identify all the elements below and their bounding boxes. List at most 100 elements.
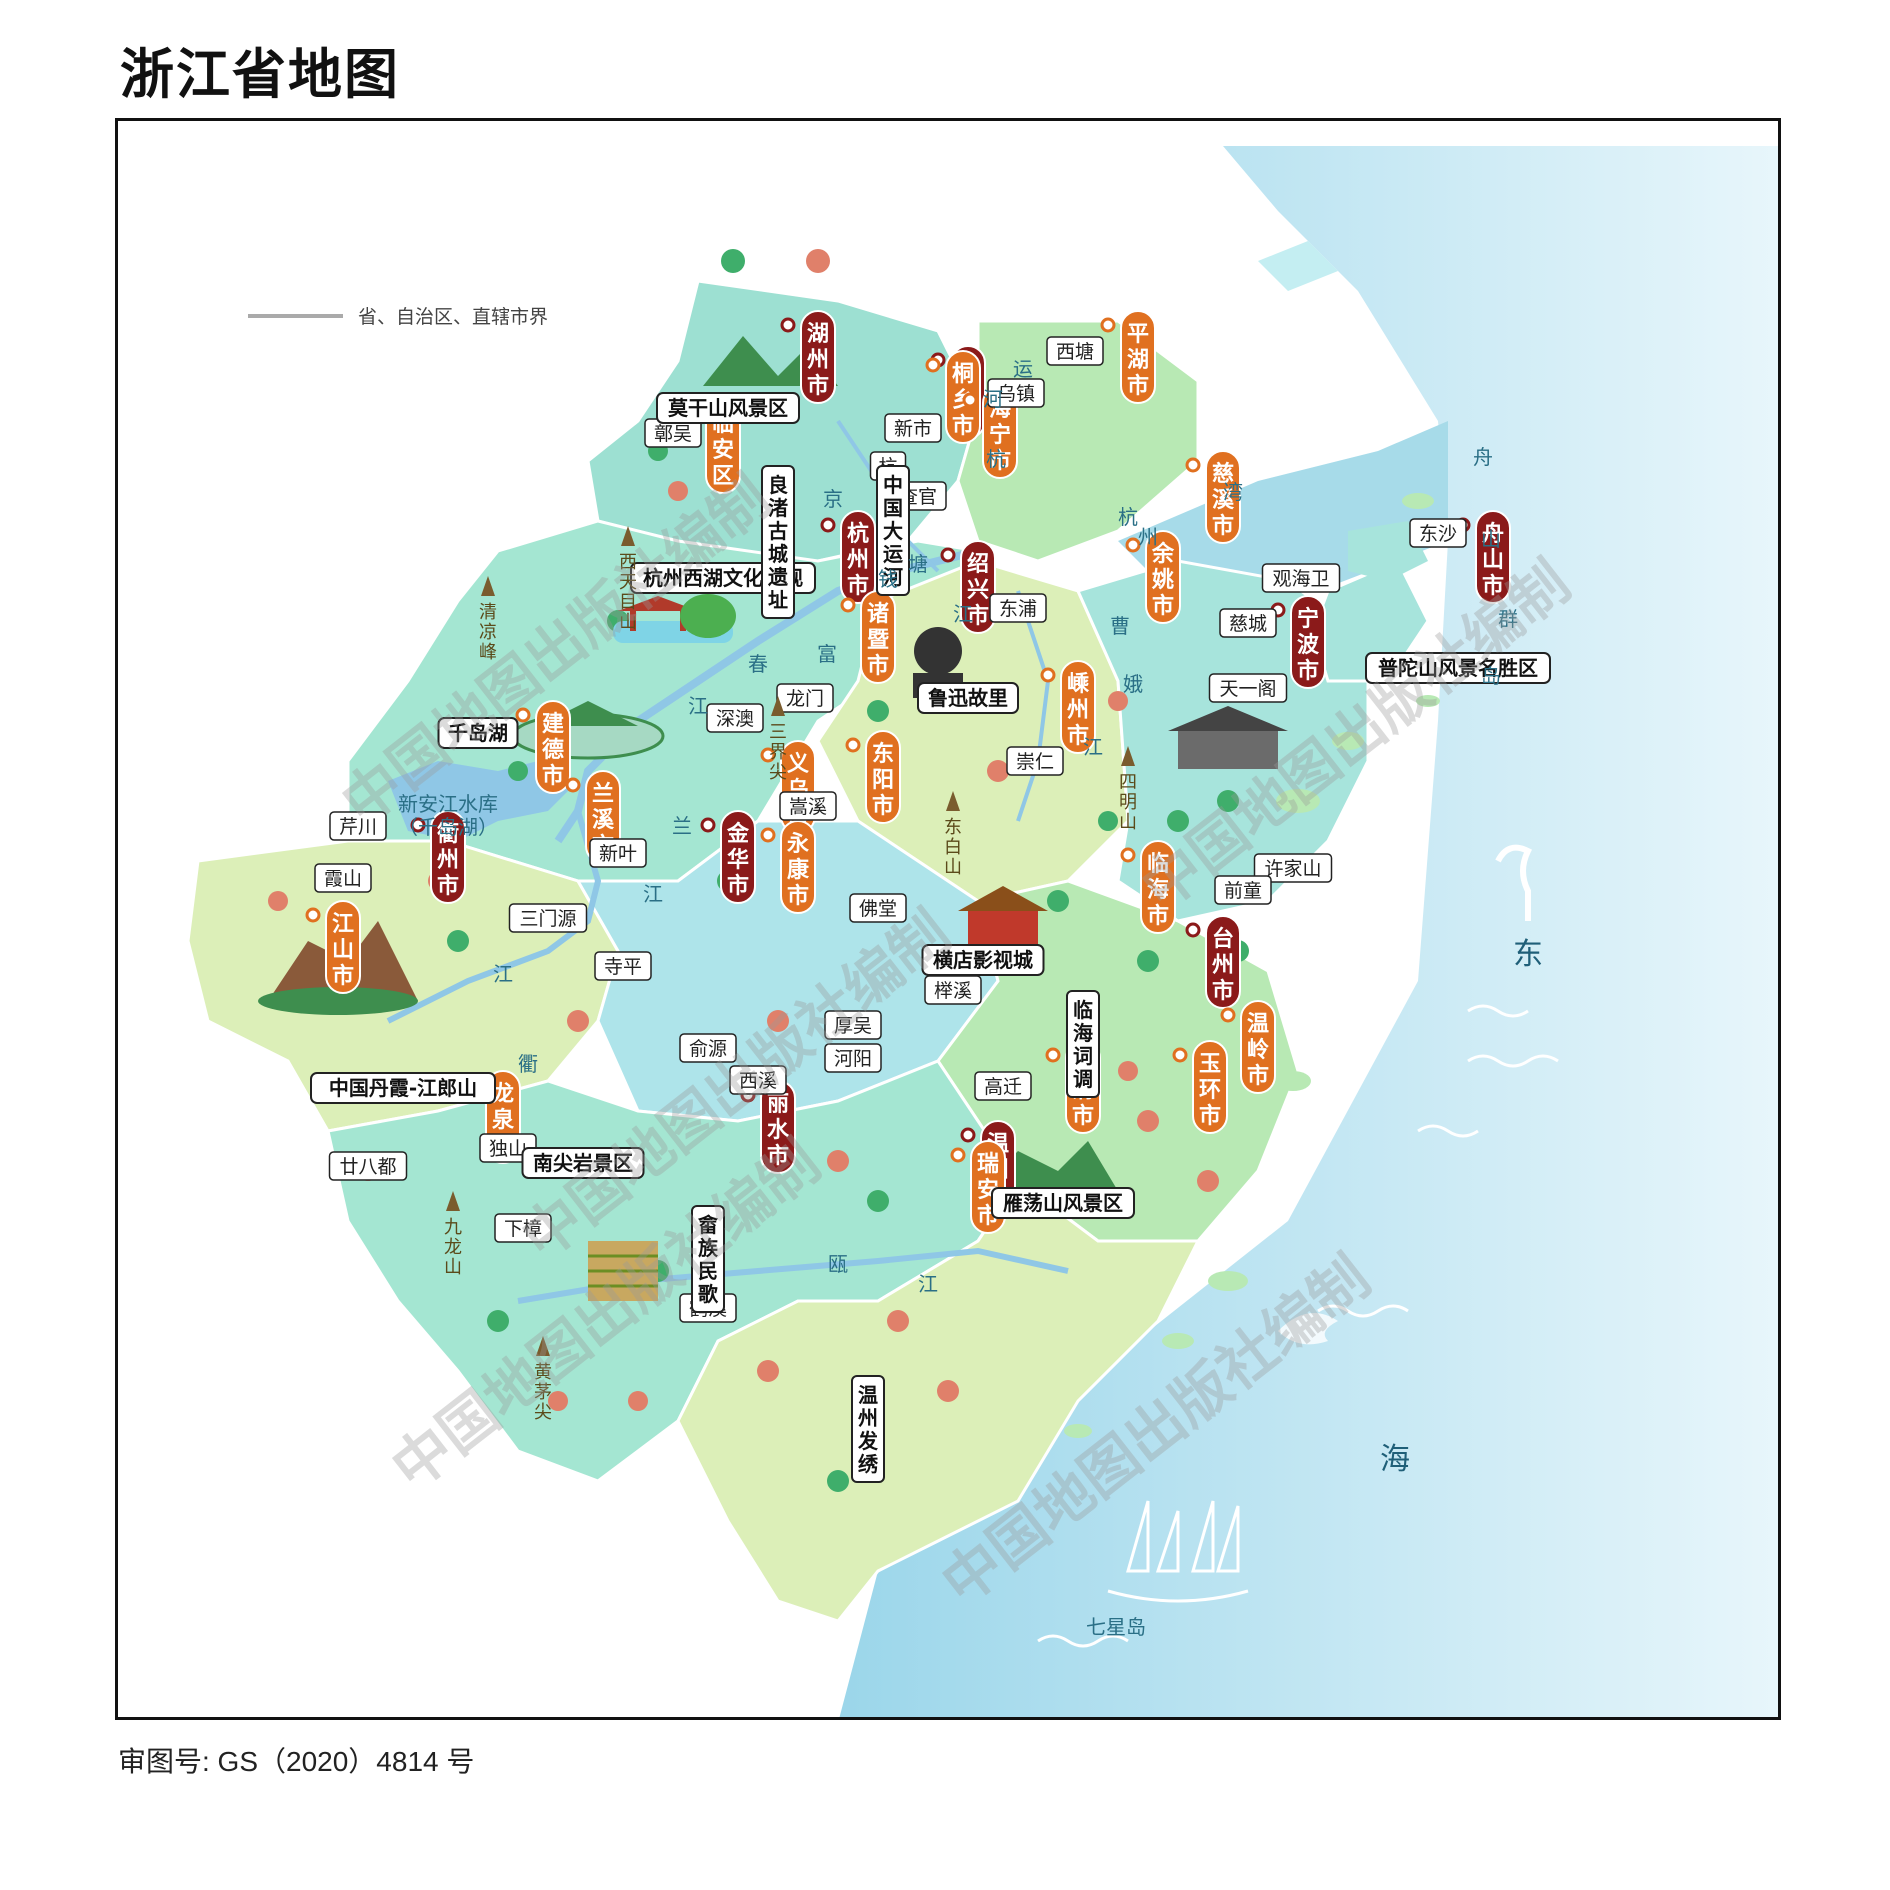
town-label: 西溪: [729, 1065, 787, 1095]
town-label: 寺平: [594, 951, 652, 981]
town-name: 榉溪: [934, 980, 972, 1002]
town-name: 芹川: [339, 816, 377, 838]
river-char: 江: [953, 602, 973, 626]
mountain-char: 九: [444, 1217, 462, 1238]
river-char: 瓯: [828, 1252, 848, 1276]
mountain-char: 尖: [769, 762, 787, 783]
city-pill-3-char: 市: [967, 603, 989, 629]
city-pill-3: 绍兴市: [940, 540, 996, 634]
peak-icon: [621, 526, 635, 546]
mountain-char: 茅: [534, 1382, 552, 1403]
peak-icon: [1121, 746, 1135, 766]
mountain-char: 龙: [444, 1237, 462, 1258]
county-pill-12: 永康市: [760, 820, 816, 914]
river-char: 春: [748, 652, 768, 676]
city-pill-5-char: 市: [1297, 658, 1319, 684]
heritage-char: 歌: [698, 1282, 719, 1306]
mountain-char: 清: [479, 602, 497, 623]
mountain-char: 尖: [534, 1402, 552, 1423]
heritage-char: 河: [883, 565, 903, 589]
mountain-char: 东: [944, 817, 962, 838]
river-char: 江: [1083, 735, 1103, 759]
river-char: 江: [918, 1272, 938, 1296]
attraction-name: 雁荡山风景区: [1003, 1191, 1123, 1215]
city-pill-6-char: 州: [437, 848, 459, 873]
town-name: 河阳: [834, 1048, 872, 1070]
river-char: 衢: [518, 1052, 538, 1076]
county-pill-17-dot: [1045, 1047, 1061, 1063]
county-pill-13: 江山市: [305, 900, 361, 994]
county-pill-8-char: 市: [542, 763, 564, 789]
city-pill-8-char: 州: [1212, 953, 1234, 978]
county-pill-15-char: 温: [1247, 1012, 1269, 1037]
heritage-char: 址: [768, 588, 788, 612]
river-char: 塘: [908, 552, 928, 576]
county-pill-18-char: 瑞: [977, 1152, 999, 1177]
county-pill-16-char: 环: [1199, 1078, 1221, 1103]
county-pill-6-char: 诸: [867, 601, 889, 627]
heritage-char: 海: [1073, 1021, 1093, 1045]
mountain-char: 山: [619, 612, 637, 633]
town-name: 乌镇: [997, 383, 1035, 405]
town-name: 天一阁: [1219, 678, 1276, 700]
island-label: 七星岛: [1086, 1615, 1146, 1639]
mountain-label: 九龙山: [444, 1191, 462, 1278]
archipelago-char: 群: [1498, 607, 1518, 631]
town-label: 高迁: [974, 1071, 1032, 1101]
sailboat-decoration: [1107, 1500, 1249, 1603]
town-label: 西塘: [1046, 336, 1104, 366]
city-pill-2-char: 州: [847, 548, 869, 573]
town-name: 慈城: [1229, 613, 1267, 635]
region-wenzhou: [676, 1178, 1201, 1623]
town-label: 东浦: [989, 593, 1047, 623]
city-pill-4-char: 舟: [1482, 521, 1504, 547]
town-label: 俞源: [679, 1033, 737, 1063]
terrace-field-illustration: [588, 1241, 658, 1301]
county-pill-7-char: 州: [1067, 698, 1089, 723]
town-label: 下樟: [494, 1213, 552, 1243]
town-name: 深澳: [716, 708, 754, 730]
county-pill-8-char: 建: [542, 712, 564, 737]
county-pill-8: 建德市: [515, 700, 571, 794]
mountain-char: 明: [1119, 792, 1137, 813]
island-shengsi: [1258, 241, 1338, 291]
county-pill-6-dot: [840, 597, 856, 613]
county-pill-11-char: 市: [872, 793, 894, 819]
county-pill-1-char: 市: [952, 413, 974, 439]
mountain-char: 黄: [534, 1362, 552, 1383]
county-pill-12-char: 永: [787, 831, 809, 857]
county-pill-15-dot: [1220, 1007, 1236, 1023]
river-char: 江: [643, 882, 663, 906]
town-label: 嵩溪: [779, 791, 837, 821]
coastal-islands: [1064, 493, 1440, 1438]
county-pill-7-char: 嵊: [1067, 671, 1090, 697]
mountain-label: 黄茅尖: [534, 1336, 552, 1423]
county-pill-9-char: 溪: [592, 808, 615, 833]
town-label: 深澳: [706, 703, 764, 733]
county-pill-14: 临海市: [1120, 840, 1176, 934]
heritage-char: 族: [698, 1236, 719, 1260]
county-pill-0: 平湖市: [1100, 310, 1156, 404]
river-char: 江: [688, 694, 708, 718]
city-pill-8: 台州市: [1185, 915, 1241, 1009]
city-pill-3-char: 绍: [967, 551, 989, 577]
city-pill-5-char: 宁: [1297, 606, 1319, 632]
mountain-label: 四明山: [1119, 746, 1137, 833]
city-pill-3-dot: [940, 547, 956, 563]
mountain-char: 四: [1119, 772, 1137, 793]
county-pill-1-dot: [925, 357, 941, 373]
city-pill-8-char: 台: [1212, 926, 1234, 952]
town-label: 榉溪: [924, 975, 982, 1005]
county-pill-13-char: 市: [332, 963, 354, 989]
river-char: 兰: [672, 814, 692, 838]
city-pill-7-char: 市: [727, 873, 749, 899]
county-pill-14-dot: [1120, 847, 1136, 863]
county-pill-2-char: 宁: [989, 422, 1011, 448]
county-pill-4-char: 市: [1212, 513, 1234, 539]
town-name: 佛堂: [859, 898, 897, 920]
city-pill-9-char: 市: [767, 1143, 789, 1169]
